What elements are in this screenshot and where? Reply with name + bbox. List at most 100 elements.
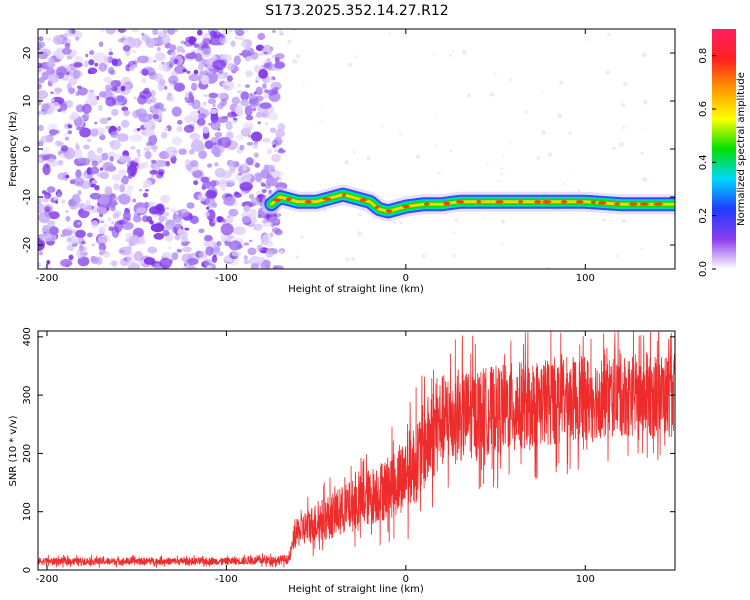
noise-blob — [193, 180, 199, 186]
noise-blob — [198, 113, 207, 120]
noise-blob — [104, 55, 111, 63]
noise-blob — [122, 45, 131, 52]
noise-blob — [91, 220, 99, 229]
noise-blob — [98, 226, 106, 235]
noise-blob — [157, 81, 164, 92]
noise-speck — [524, 110, 528, 114]
noise-blob — [42, 163, 51, 176]
noise-blob — [38, 97, 43, 101]
noise-blob — [159, 257, 172, 269]
noise-blob — [246, 126, 252, 131]
noise-blob — [228, 240, 242, 251]
noise-blob — [221, 170, 232, 179]
noise-blob — [245, 157, 254, 166]
noise-blob — [216, 241, 222, 247]
noise-blob — [53, 68, 57, 72]
noise-speck — [489, 92, 494, 97]
noise-blob — [83, 144, 91, 150]
noise-blob — [113, 183, 120, 191]
noise-speck — [344, 160, 349, 165]
snr-panel: -200 -100 0 100 0 100 200 300 400 Height of str… — [8, 327, 676, 595]
x-tick-label: -100 — [215, 273, 238, 284]
noise-blob — [53, 196, 58, 201]
noise-blob — [186, 70, 191, 75]
noise-blob — [100, 133, 103, 137]
noise-blob — [146, 216, 153, 223]
noise-blob — [145, 98, 153, 105]
noise-speck — [500, 219, 506, 224]
noise-blob — [198, 150, 208, 160]
noise-speck — [607, 32, 611, 37]
noise-speck — [277, 177, 283, 182]
y-tick-label: 200 — [22, 444, 33, 463]
noise-blob — [149, 206, 161, 215]
noise-blob — [274, 53, 285, 60]
ridge-peak — [423, 202, 430, 206]
noise-blob — [88, 70, 92, 75]
noise-blob — [142, 161, 149, 169]
noise-blob — [154, 52, 166, 62]
noise-blob — [255, 95, 264, 101]
noise-blob — [106, 217, 112, 222]
noise-blob — [139, 259, 144, 265]
colorbar-tick-label: 0.2 — [698, 208, 709, 224]
spectrogram-y-label: Frequency (Hz) — [8, 111, 19, 187]
spectrogram-x-label: Height of straight line (km) — [288, 284, 424, 295]
x-tick-label: 100 — [576, 574, 595, 585]
noise-blob — [186, 262, 190, 267]
noise-speck — [546, 266, 550, 269]
noise-blob — [67, 130, 73, 135]
colorbar-tick-label: 0.0 — [698, 261, 709, 277]
noise-blob — [133, 157, 140, 164]
noise-blob — [124, 189, 133, 197]
noise-blob — [212, 202, 218, 208]
noise-blob — [243, 30, 249, 33]
y-tick-label: 20 — [22, 47, 33, 60]
noise-blob — [255, 172, 263, 183]
noise-blob — [94, 62, 99, 67]
noise-blob — [160, 131, 168, 139]
noise-blob — [99, 171, 109, 180]
noise-blob — [270, 81, 282, 91]
noise-blob — [49, 129, 58, 136]
noise-speck — [351, 257, 356, 261]
noise-speck — [486, 162, 489, 165]
noise-blob — [202, 38, 212, 45]
noise-blob — [263, 62, 271, 69]
ridge-peak — [374, 205, 379, 209]
noise-blob — [165, 224, 173, 231]
noise-blob — [141, 77, 147, 84]
noise-blob — [38, 83, 42, 90]
noise-blob — [99, 167, 104, 171]
noise-speck — [502, 154, 505, 157]
noise-blob — [50, 98, 55, 102]
noise-speck — [353, 150, 356, 154]
noise-blob — [100, 29, 104, 32]
noise-blob — [99, 117, 109, 125]
noise-blob — [268, 94, 274, 100]
noise-blob — [98, 41, 104, 47]
noise-blob — [39, 251, 43, 256]
noise-blob — [128, 262, 141, 269]
noise-blob — [89, 50, 95, 56]
noise-speck — [279, 29, 283, 34]
noise-blob — [66, 244, 75, 251]
noise-blob — [262, 259, 271, 267]
noise-blob — [274, 136, 283, 146]
noise-blob — [153, 232, 165, 240]
noise-blob — [258, 98, 262, 102]
noise-blob — [240, 91, 250, 101]
noise-blob — [278, 147, 284, 152]
noise-blob — [112, 213, 120, 219]
noise-blob — [171, 106, 182, 117]
noise-blob — [151, 159, 157, 164]
noise-speck — [454, 218, 458, 222]
noise-blob — [117, 126, 121, 132]
noise-blob — [141, 32, 145, 36]
noise-blob — [194, 52, 203, 62]
ridge-peak — [518, 200, 523, 204]
noise-blob — [55, 91, 61, 95]
noise-blob — [40, 135, 54, 143]
y-tick-label: 0 — [22, 567, 33, 573]
noise-blob — [105, 96, 117, 107]
